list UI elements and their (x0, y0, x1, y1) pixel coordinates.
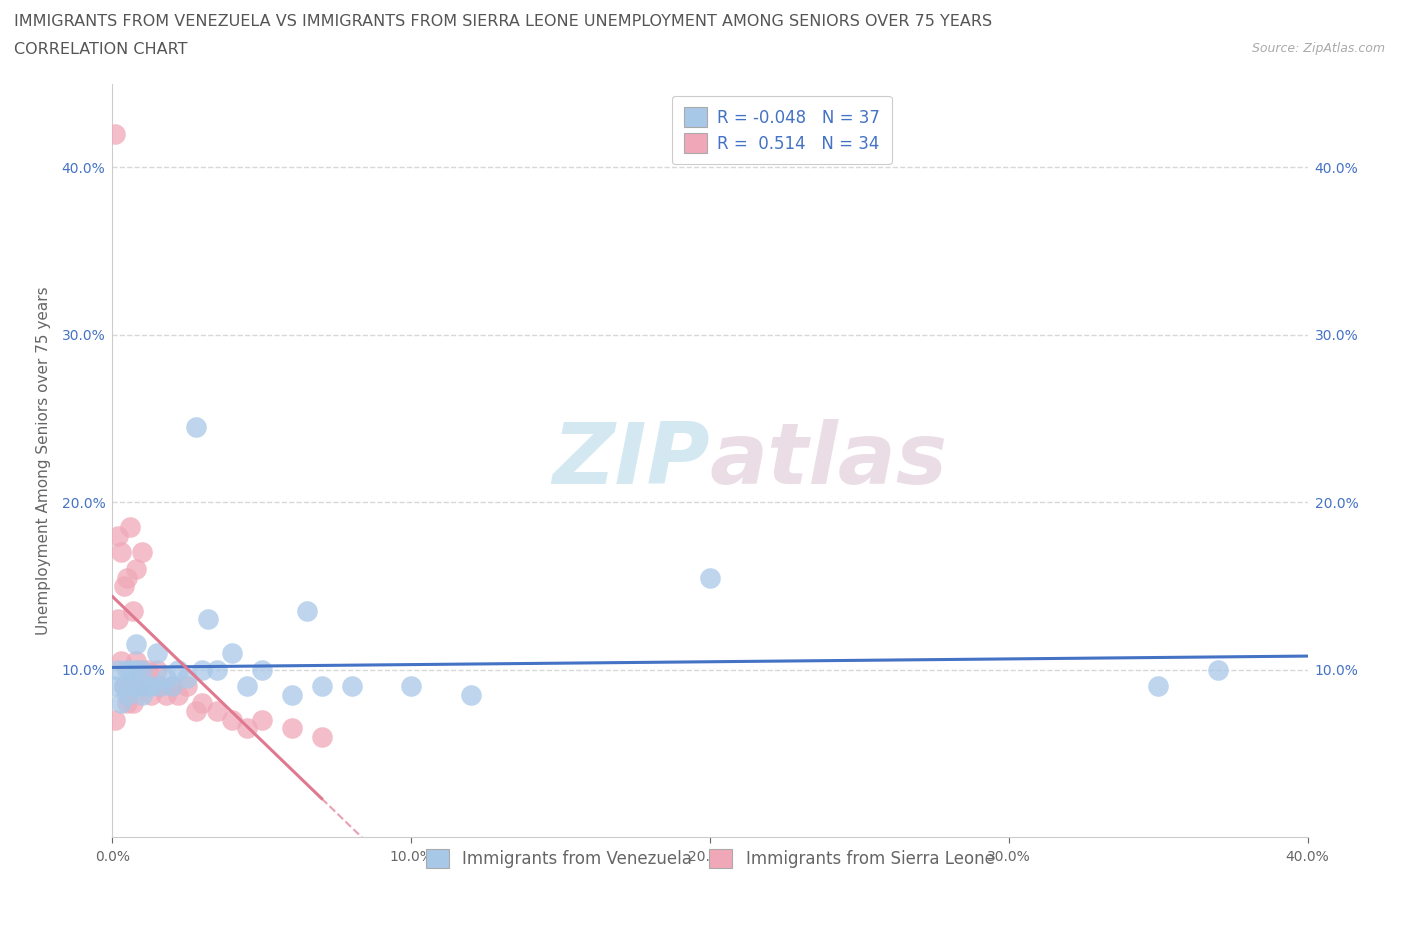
Point (122, 679, 145, 694)
Point (191, 662, 214, 677)
Point (122, 696, 145, 711)
Point (138, 679, 160, 694)
Point (131, 545, 153, 560)
Text: IMMIGRANTS FROM VENEZUELA VS IMMIGRANTS FROM SIERRA LEONE UNEMPLOYMENT AMONG SEN: IMMIGRANTS FROM VENEZUELA VS IMMIGRANTS … (14, 14, 993, 29)
Point (186, 704, 208, 719)
Point (114, 578, 135, 593)
Y-axis label: Unemployment Among Seniors over 75 years: Unemployment Among Seniors over 75 years (35, 286, 51, 634)
Point (221, 645, 243, 660)
Point (107, 662, 129, 677)
Text: atlas: atlas (710, 418, 948, 502)
Point (281, 721, 304, 736)
Point (110, 545, 132, 560)
Point (149, 679, 172, 694)
Point (107, 528, 129, 543)
Text: Source: ZipAtlas.com: Source: ZipAtlas.com (1251, 42, 1385, 55)
Point (699, 570, 721, 585)
Point (1206, 662, 1229, 677)
Point (1147, 679, 1170, 694)
Point (167, 687, 190, 702)
Point (236, 679, 259, 694)
Point (131, 679, 153, 694)
Point (120, 520, 142, 535)
Point (114, 679, 135, 694)
Point (311, 679, 333, 694)
Point (122, 604, 145, 618)
Text: ZIP: ZIP (553, 418, 710, 502)
Point (186, 419, 208, 434)
Point (141, 687, 163, 702)
Point (401, 679, 423, 694)
Point (205, 662, 228, 677)
Point (125, 662, 148, 677)
Point (311, 729, 333, 744)
Point (104, 712, 127, 727)
Point (155, 687, 177, 702)
Point (176, 671, 198, 685)
Point (114, 679, 135, 694)
Point (141, 679, 163, 694)
Point (104, 126, 127, 141)
Point (295, 604, 318, 618)
Point (149, 679, 172, 694)
Point (146, 662, 169, 677)
Point (197, 612, 219, 627)
Point (110, 696, 132, 711)
Point (117, 696, 139, 711)
Point (162, 679, 183, 694)
Point (117, 687, 139, 702)
Legend: Immigrants from Venezuela, Immigrants from Sierra Leone: Immigrants from Venezuela, Immigrants fr… (412, 835, 1008, 882)
Point (117, 662, 139, 677)
Point (128, 662, 150, 677)
Point (125, 562, 148, 577)
Point (125, 637, 148, 652)
Point (281, 687, 304, 702)
Point (128, 679, 150, 694)
Point (117, 570, 139, 585)
Point (460, 687, 482, 702)
Point (191, 696, 214, 711)
Point (176, 679, 198, 694)
Point (236, 721, 259, 736)
Point (125, 654, 148, 669)
Point (138, 662, 160, 677)
Point (131, 687, 153, 702)
Point (110, 654, 132, 669)
Point (250, 712, 273, 727)
Point (107, 612, 129, 627)
Point (221, 712, 243, 727)
Point (155, 671, 177, 685)
Text: CORRELATION CHART: CORRELATION CHART (14, 42, 187, 57)
Point (120, 662, 142, 677)
Point (162, 679, 183, 694)
Point (340, 679, 363, 694)
Point (205, 704, 228, 719)
Point (131, 662, 153, 677)
Point (104, 679, 127, 694)
Point (250, 662, 273, 677)
Point (146, 645, 169, 660)
Point (167, 662, 190, 677)
